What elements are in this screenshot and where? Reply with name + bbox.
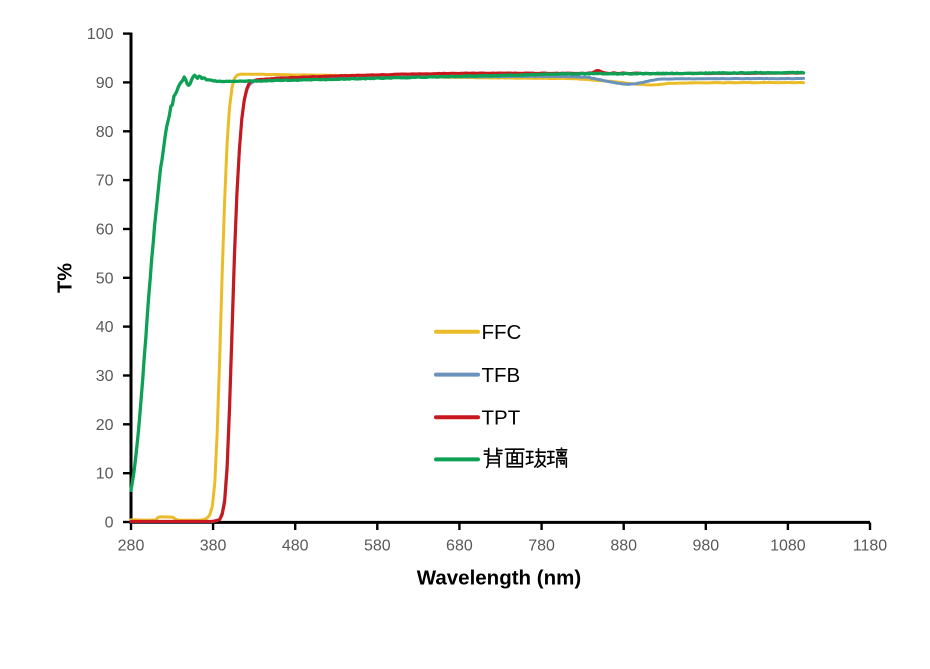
- svg-text:780: 780: [528, 538, 555, 555]
- svg-text:TPT: TPT: [482, 407, 521, 430]
- svg-text:T%: T%: [55, 263, 77, 293]
- svg-text:1180: 1180: [853, 538, 888, 555]
- svg-text:30: 30: [96, 368, 114, 385]
- svg-text:100: 100: [87, 26, 114, 43]
- svg-text:FFC: FFC: [482, 321, 522, 344]
- svg-text:880: 880: [610, 538, 637, 555]
- svg-text:0: 0: [105, 515, 114, 532]
- svg-text:680: 680: [446, 538, 473, 555]
- svg-text:50: 50: [96, 270, 114, 287]
- svg-text:90: 90: [96, 75, 114, 92]
- svg-text:580: 580: [364, 538, 391, 555]
- svg-text:10: 10: [96, 466, 114, 483]
- svg-text:980: 980: [692, 538, 719, 555]
- svg-text:20: 20: [96, 417, 114, 434]
- svg-text:1080: 1080: [770, 538, 806, 555]
- svg-text:TFB: TFB: [482, 364, 521, 387]
- svg-text:380: 380: [200, 538, 227, 555]
- svg-text:280: 280: [118, 538, 145, 555]
- svg-text:60: 60: [96, 222, 114, 239]
- svg-text:80: 80: [96, 124, 114, 141]
- svg-text:480: 480: [282, 538, 309, 555]
- svg-text:40: 40: [96, 319, 114, 336]
- svg-text:70: 70: [96, 173, 114, 190]
- svg-text:Wavelength (nm): Wavelength (nm): [417, 567, 581, 590]
